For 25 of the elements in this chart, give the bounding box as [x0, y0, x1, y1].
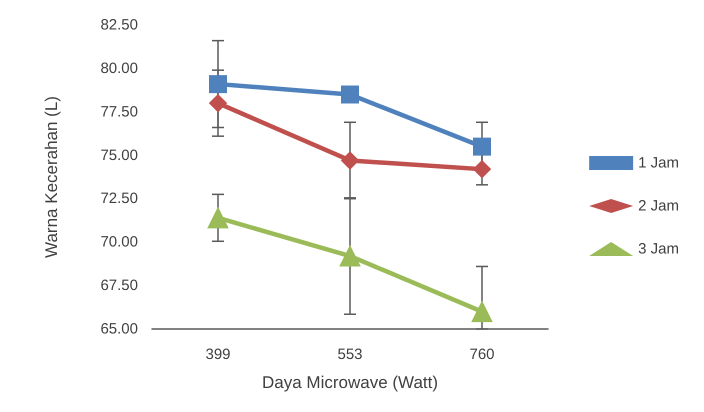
y-tick-label: 80.00: [100, 60, 138, 77]
x-tick-label: 399: [205, 346, 231, 363]
point: [473, 160, 491, 178]
point: [208, 207, 228, 228]
legend-label: 1 Jam: [638, 154, 680, 172]
y-tick-label: 82.50: [100, 16, 138, 34]
y-tick-label: 72.50: [100, 190, 138, 208]
legend-label: 3 Jam: [638, 240, 680, 258]
y-tick-label: 77.50: [100, 103, 138, 120]
y-tick-label: 65.00: [100, 320, 138, 338]
y-tick-label: 70.00: [100, 234, 138, 251]
point: [341, 85, 359, 104]
x-axis-title: Daya Microwave (Watt): [262, 373, 438, 392]
y-axis-title: Warna Kecerahan (L): [42, 96, 61, 258]
point: [340, 246, 360, 267]
point: [209, 94, 227, 112]
y-tick-label: 67.50: [100, 277, 138, 294]
point: [209, 75, 227, 94]
legend-label: 2 Jam: [638, 198, 680, 214]
y-tick-label: 75.00: [100, 146, 138, 164]
point: [473, 138, 491, 156]
point: [341, 151, 359, 170]
x-tick-label: 553: [337, 346, 363, 363]
x-tick-label: 760: [469, 346, 495, 363]
point: [472, 301, 492, 322]
